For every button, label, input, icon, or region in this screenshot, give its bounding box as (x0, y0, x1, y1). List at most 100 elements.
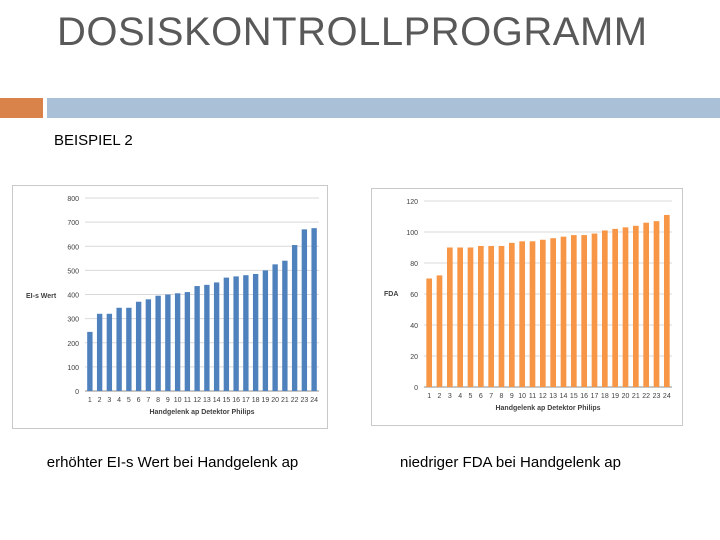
ei-s-x-tick-label: 5 (127, 397, 131, 404)
fda-bar (457, 247, 464, 387)
ei-s-bar (243, 275, 249, 391)
ei-s-bar (223, 277, 230, 391)
fda-x-tick-label: 11 (529, 393, 536, 400)
fda-x-tick-label: 17 (591, 393, 599, 400)
fda-bar (467, 247, 474, 387)
ei-s-bar (184, 292, 191, 391)
ei-s-bar (282, 260, 288, 391)
fda-y-tick-label: 0 (414, 385, 418, 392)
fda-y-axis-title: FDA (384, 291, 398, 298)
ei-s-bar (272, 264, 278, 391)
ei-s-x-tick-label: 6 (137, 397, 141, 404)
ei-s-x-tick-label: 15 (222, 397, 230, 404)
fda-bar (539, 239, 546, 387)
ei-s-y-tick-label: 800 (67, 196, 79, 203)
fda-x-tick-label: 23 (653, 393, 661, 400)
ei-s-y-tick-label: 500 (67, 268, 79, 275)
ei-s-x-tick-label: 7 (146, 397, 150, 404)
ei-s-bar (87, 331, 93, 391)
fda-x-tick-label: 18 (601, 393, 609, 400)
caption-ei-s: erhöhter EI-s Wert bei Handgelenk ap (46, 454, 299, 471)
ei-s-x-tick-label: 20 (271, 397, 279, 404)
fda-x-tick-label: 15 (570, 393, 578, 400)
fda-x-tick-label: 16 (580, 393, 588, 400)
ei-s-x-tick-label: 9 (166, 397, 170, 404)
ei-s-x-axis-title: Handgelenk ap Detektor Philips (149, 409, 254, 416)
fda-bar (498, 245, 505, 387)
title-accent-bar (47, 98, 720, 118)
ei-s-x-tick-label: 14 (213, 397, 221, 404)
slide-title: DOSISKONTROLLPROGRAMM (57, 10, 648, 54)
ei-s-x-tick-label: 16 (232, 397, 240, 404)
fda-bar (477, 245, 484, 387)
fda-bar (560, 236, 567, 387)
ei-s-x-tick-label: 10 (174, 397, 182, 404)
fda-x-tick-label: 9 (510, 393, 514, 400)
fda-y-tick-label: 120 (406, 199, 418, 206)
ei-s-y-axis-title: EI-s Wert (26, 293, 57, 300)
caption-fda: niedriger FDA bei Handgelenk ap (400, 454, 621, 471)
fda-bar (612, 228, 619, 387)
fda-y-tick-label: 20 (410, 354, 418, 361)
ei-s-bar (233, 276, 239, 391)
ei-s-bar (106, 313, 113, 391)
fda-bar (519, 241, 526, 387)
fda-x-tick-label: 5 (469, 393, 473, 400)
ei-s-x-tick-label: 22 (291, 397, 299, 404)
ei-s-x-tick-label: 3 (107, 397, 111, 404)
fda-x-tick-label: 13 (549, 393, 557, 400)
ei-s-bar (135, 301, 142, 391)
ei-s-bar (165, 294, 171, 391)
ei-s-bar (301, 229, 308, 391)
fda-x-tick-label: 4 (458, 393, 462, 400)
ei-s-x-tick-label: 12 (193, 397, 201, 404)
ei-s-x-tick-label: 23 (300, 397, 308, 404)
ei-s-bar (311, 228, 317, 391)
ei-s-y-tick-label: 200 (67, 341, 79, 348)
ei-s-chart-frame: 0 100 200 300 400 500 600 700 800 1 2 3 4 5 6 7 8 9 10 11 12… (12, 185, 328, 429)
fda-x-tick-label: 8 (500, 393, 504, 400)
fda-bar (488, 245, 495, 387)
fda-bar (446, 247, 453, 387)
fda-x-tick-label: 1 (427, 393, 431, 400)
fda-x-tick-label: 2 (438, 393, 442, 400)
ei-s-bar (194, 286, 200, 391)
fda-x-tick-label: 19 (611, 393, 619, 400)
ei-s-bar (96, 313, 103, 391)
fda-bar (601, 230, 608, 387)
fda-chart-frame: 0 20 40 60 80 100 120 1 2 3 4 5 6 7 8 9 10 11 12 13 14 15 16 17… (371, 188, 683, 426)
ei-s-y-tick-label: 600 (67, 244, 79, 251)
fda-x-tick-label: 14 (560, 393, 568, 400)
fda-y-tick-label: 100 (406, 230, 418, 237)
ei-s-bar (155, 295, 161, 391)
ei-s-bar (291, 245, 298, 391)
fda-bar (591, 233, 598, 387)
ei-s-bar (204, 284, 210, 391)
fda-bar (622, 227, 629, 387)
fda-bar (570, 235, 577, 387)
fda-bar (643, 222, 650, 387)
ei-s-y-tick-label: 400 (67, 293, 79, 300)
ei-s-bar (145, 299, 152, 391)
fda-x-tick-label: 21 (632, 393, 640, 400)
fda-y-tick-label: 80 (410, 261, 418, 268)
ei-s-x-tick-label: 19 (261, 397, 269, 404)
ei-s-x-tick-label: 4 (117, 397, 121, 404)
fda-bar (663, 214, 670, 387)
ei-s-y-tick-label: 0 (75, 389, 79, 396)
fda-bar (632, 225, 639, 387)
ei-s-bar (174, 293, 181, 391)
fda-bar (529, 241, 536, 387)
fda-x-tick-label: 7 (489, 393, 493, 400)
ei-s-bar (126, 307, 132, 391)
ei-s-y-tick-label: 700 (67, 220, 79, 227)
ei-s-bar (116, 307, 122, 391)
fda-bar (550, 238, 557, 387)
fda-bar (508, 242, 515, 387)
fda-x-tick-label: 12 (539, 393, 547, 400)
ei-s-x-tick-label: 13 (203, 397, 211, 404)
fda-bar (426, 278, 433, 387)
ei-s-x-tick-label: 1 (88, 397, 92, 404)
